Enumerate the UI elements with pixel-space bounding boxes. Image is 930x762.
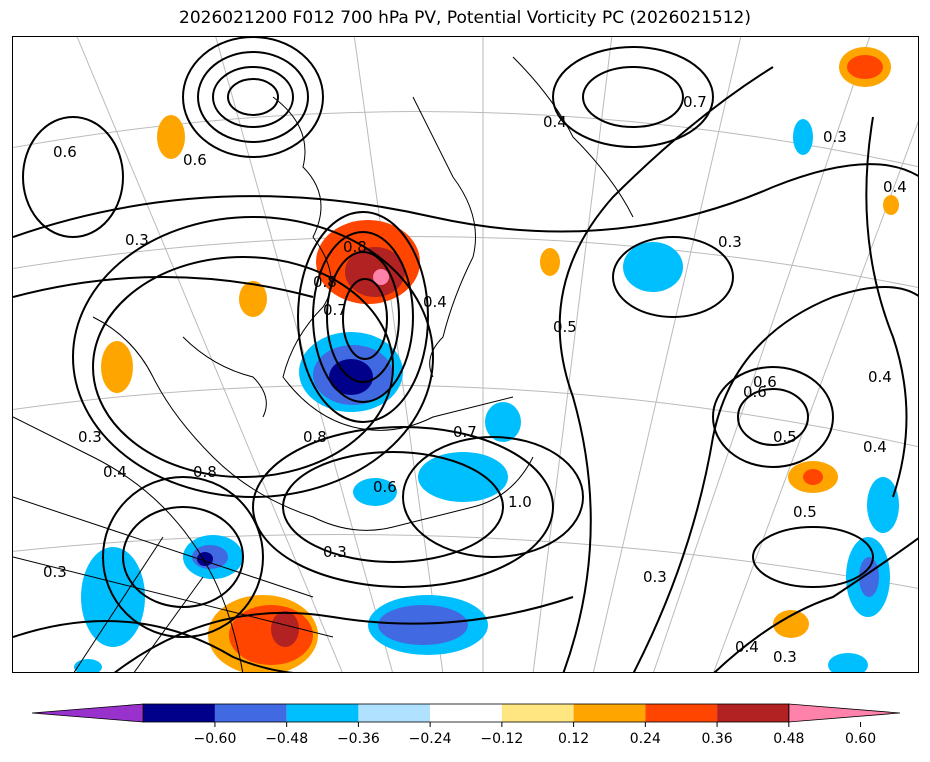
colorbar-tick-label: 0.24 bbox=[630, 731, 661, 747]
contour-label: 0.6 bbox=[373, 478, 397, 496]
contour-label: 0.7 bbox=[453, 423, 477, 441]
contour-label: 0.4 bbox=[863, 438, 887, 456]
colorbar-outline bbox=[142, 703, 790, 723]
map-plot: 0.6 0.3 0.8 0.8 0.7 0.4 0.5 0.3 0.3 0.4 … bbox=[13, 37, 918, 672]
colorbar: −0.60 −0.48 −0.36 −0.24 −0.12 0.12 0.24 0.36 0.4… bbox=[31, 703, 901, 747]
colorbar-bins bbox=[31, 703, 901, 723]
contour-label: 0.4 bbox=[868, 368, 892, 386]
contour-label: 0.4 bbox=[543, 113, 567, 131]
contour-label: 0.8 bbox=[303, 428, 327, 446]
contour-label: 0.4 bbox=[735, 638, 759, 656]
colorbar-bin bbox=[143, 704, 215, 722]
contour-label: 0.6 bbox=[743, 383, 767, 401]
contour-label: 0.3 bbox=[43, 563, 67, 581]
colorbar-bin bbox=[717, 704, 789, 722]
colorbar-ticks: −0.60 −0.48 −0.36 −0.24 −0.12 0.12 0.24 0.36 0.4… bbox=[193, 722, 876, 747]
contour-label: 0.3 bbox=[125, 231, 149, 249]
colorbar-tick-label: 0.60 bbox=[845, 731, 876, 747]
colorbar-extend-low bbox=[31, 703, 144, 723]
contour-label: 0.4 bbox=[883, 178, 907, 196]
contour-label: 0.5 bbox=[793, 503, 817, 521]
colorbar-tick-label: −0.12 bbox=[480, 731, 523, 747]
contour-label: 0.3 bbox=[823, 128, 847, 146]
colorbar-bin bbox=[645, 704, 718, 722]
colorbar-tick-label: 0.36 bbox=[701, 731, 732, 747]
graticule bbox=[13, 37, 918, 672]
colorbar-bin bbox=[286, 704, 359, 722]
contour-label: 0.6 bbox=[53, 143, 77, 161]
colorbar-bin bbox=[430, 704, 502, 722]
contour-label: 1.0 bbox=[508, 493, 532, 511]
coastlines bbox=[13, 56, 634, 672]
contour-label: 0.4 bbox=[103, 463, 127, 481]
contour-label: 0.7 bbox=[323, 301, 347, 319]
contour-label: 0.7 bbox=[683, 93, 707, 111]
colorbar-bin bbox=[358, 704, 431, 722]
contour-label: 0.8 bbox=[193, 463, 217, 481]
colorbar-tick-label: −0.48 bbox=[265, 731, 308, 747]
colorbar-extend-high bbox=[788, 703, 901, 723]
colorbar-bin bbox=[214, 704, 287, 722]
contour-label: 0.8 bbox=[313, 273, 337, 291]
contour-label: 0.3 bbox=[718, 233, 742, 251]
contour-label: 0.8 bbox=[343, 238, 367, 256]
colorbar-bin bbox=[573, 704, 646, 722]
contour-label: 0.3 bbox=[773, 648, 797, 666]
colorbar-tick-label: −0.36 bbox=[337, 731, 380, 747]
colorbar-tick-label: 0.48 bbox=[773, 731, 804, 747]
colorbar-tick-label: −0.24 bbox=[409, 731, 452, 747]
contour-label: 0.3 bbox=[323, 543, 347, 561]
contour-label: 0.3 bbox=[643, 568, 667, 586]
contour-label: 0.3 bbox=[78, 428, 102, 446]
contour-label: 0.4 bbox=[423, 293, 447, 311]
colorbar-tick-label: −0.60 bbox=[193, 731, 236, 747]
contour-label: 0.6 bbox=[183, 151, 207, 169]
contour-label: 0.5 bbox=[773, 428, 797, 446]
contour-label-group: 0.6 0.3 0.8 0.8 0.7 0.4 0.5 0.3 0.3 0.4 … bbox=[43, 93, 907, 666]
map-title: 2026021200 F012 700 hPa PV, Potential Vo… bbox=[179, 8, 751, 28]
pv-contours bbox=[13, 37, 918, 672]
pv-shading bbox=[74, 47, 899, 672]
contour-label: 0.6 bbox=[753, 373, 777, 391]
colorbar-bin bbox=[501, 704, 574, 722]
contour-label: 0.5 bbox=[553, 318, 577, 336]
map-panel: 0.6 0.3 0.8 0.8 0.7 0.4 0.5 0.3 0.3 0.4 … bbox=[12, 36, 919, 673]
colorbar-tick-label: 0.12 bbox=[558, 731, 589, 747]
